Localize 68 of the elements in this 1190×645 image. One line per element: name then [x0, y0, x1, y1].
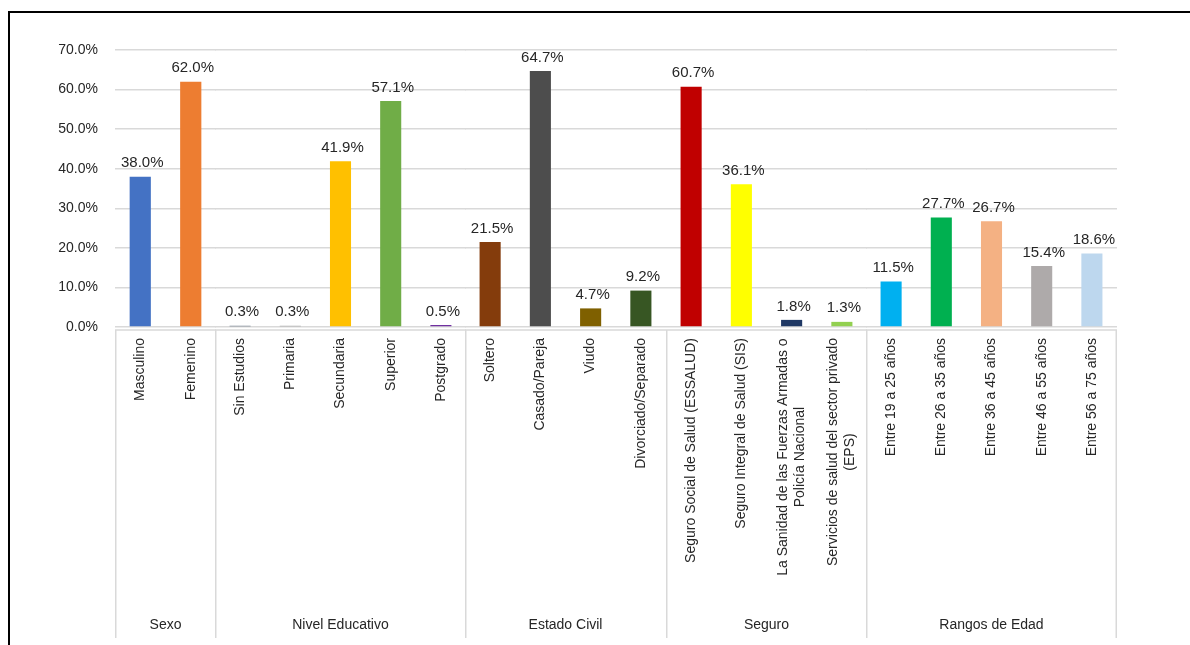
data-label: 18.6%: [1072, 230, 1115, 248]
bar: [680, 86, 702, 327]
x-tick-label: Entre 26 a 35 años: [931, 338, 948, 457]
x-tick-label: Servicios de salud del sector privado (EPS): [823, 337, 857, 567]
data-label: 4.7%: [575, 285, 611, 303]
bar: [880, 281, 902, 327]
data-label: 57.1%: [371, 77, 415, 95]
x-axis-title: Seguro: [743, 615, 789, 632]
x-tick-label: Divorciado/Separado: [632, 337, 649, 469]
x-tick-label: Femenino: [181, 337, 198, 401]
data-label: 1.3%: [826, 298, 861, 316]
data-label: 62.0%: [171, 58, 215, 76]
y-tick-label: 40.0%: [58, 159, 98, 176]
y-tick-label: 30.0%: [58, 199, 98, 216]
data-label: 27.7%: [921, 194, 965, 212]
x-tick-label: Masculino: [131, 337, 148, 402]
data-label: 0.3%: [275, 302, 310, 320]
data-label: 1.8%: [776, 296, 811, 314]
data-label: 64.7%: [521, 47, 564, 65]
x-tick-label: Seguro Integral de Salud (SIS): [731, 338, 748, 529]
y-tick-label: 20.0%: [58, 238, 98, 255]
x-tick-label: Soltero: [481, 337, 498, 383]
data-label: 26.7%: [971, 197, 1015, 215]
x-axis-title: Nivel Educativo: [292, 615, 390, 632]
bar: [380, 101, 402, 327]
data-label: 38.0%: [120, 153, 164, 171]
x-axis-title: Rangos de Edad: [939, 615, 1044, 632]
data-label: 15.4%: [1022, 242, 1065, 260]
data-label: 0.5%: [425, 301, 461, 319]
bar: [1081, 253, 1103, 327]
y-tick-label: 70.0%: [58, 40, 98, 57]
data-label: 60.7%: [671, 63, 714, 81]
y-tick-label: 50.0%: [58, 120, 98, 136]
bar: [930, 217, 952, 327]
x-tick-label: Entre 36 a 45 años: [982, 338, 999, 457]
y-tick-label: 60.0%: [58, 80, 98, 97]
bar: [479, 241, 502, 327]
y-tick-label: 0.0%: [66, 317, 98, 334]
bar: [630, 290, 652, 327]
data-label: 41.9%: [321, 137, 364, 155]
bar: [530, 70, 552, 327]
data-label: 9.2%: [626, 267, 661, 285]
x-tick-label: Entre 56 a 75 años: [1082, 338, 1099, 457]
bar: [330, 161, 352, 327]
x-axis-title: Estado Civil: [528, 615, 603, 632]
x-tick-label: Sin Estudios: [231, 338, 248, 416]
x-tick-label: Casado/Pareja: [531, 337, 548, 431]
x-tick-label: Primaria: [281, 337, 298, 391]
data-label: 11.5%: [872, 258, 914, 276]
bar: [580, 308, 602, 327]
x-tick-label: Viudo: [581, 337, 598, 374]
x-tick-label: Secundaria: [331, 337, 348, 409]
data-label: 36.1%: [721, 160, 765, 178]
x-tick-label: Superior: [381, 337, 398, 391]
bar: [730, 184, 752, 327]
x-tick-label: Entre 46 a 55 años: [1032, 338, 1049, 457]
x-axis-title: Sexo: [149, 615, 182, 632]
bar: [1030, 266, 1052, 327]
y-tick-label: 10.0%: [58, 278, 98, 295]
data-label: 21.5%: [471, 218, 514, 236]
bar: [980, 221, 1002, 327]
data-label: 0.3%: [225, 302, 260, 320]
bar: [780, 319, 802, 327]
x-tick-label: Entre 19 a 25 años: [881, 338, 898, 457]
x-tick-label: La Sanidad de las Fuerzas Armadas o Policía Nacional: [773, 338, 807, 576]
bar: [830, 321, 852, 327]
x-tick-label: Postgrado: [431, 337, 448, 402]
x-tick-label: Seguro Social de Salud (ESSALUD): [681, 337, 698, 563]
